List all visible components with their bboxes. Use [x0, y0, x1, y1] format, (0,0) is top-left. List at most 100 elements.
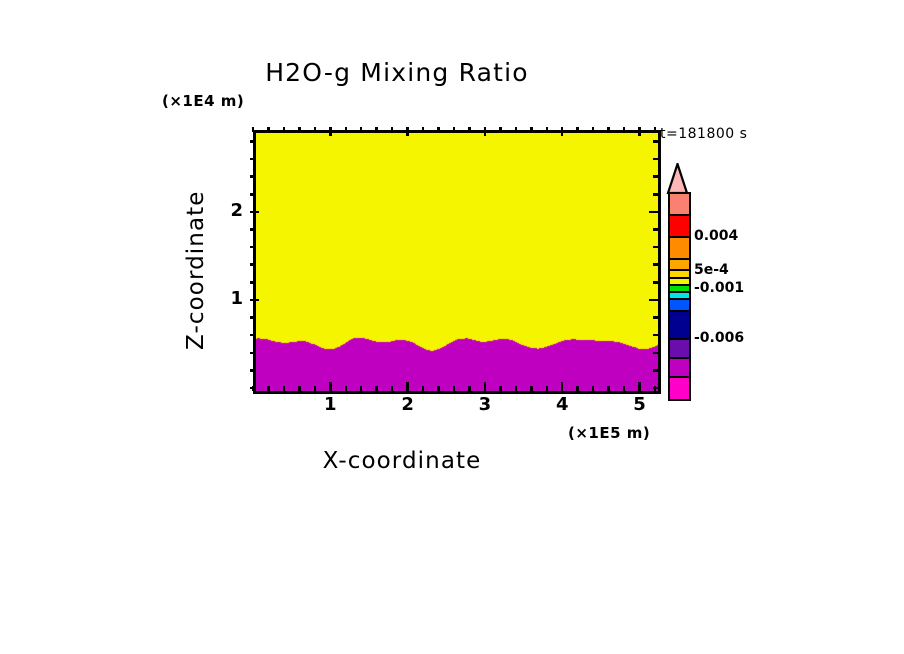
colorbar-band	[670, 271, 689, 279]
x-major-tick-top	[406, 127, 409, 136]
y-minor-tick-right	[653, 386, 658, 390]
x-minor-tick-top	[298, 127, 301, 132]
x-minor-tick	[607, 386, 610, 391]
colorbar-tick-label: -0.006	[694, 330, 745, 346]
x-minor-tick-top	[437, 127, 440, 132]
y-major-tick	[250, 298, 259, 302]
x-minor-tick-top	[313, 127, 317, 132]
colorbar-arrow-cap	[666, 163, 689, 194]
x-minor-tick	[313, 386, 317, 391]
y-minor-tick	[250, 281, 255, 284]
x-minor-tick-top	[622, 127, 626, 132]
y-minor-tick	[250, 333, 255, 337]
x-minor-tick	[437, 386, 440, 391]
x-minor-tick-top	[591, 127, 595, 132]
y-minor-tick	[250, 351, 255, 355]
y-minor-tick-right	[653, 351, 658, 355]
y-minor-tick	[250, 386, 255, 390]
x-tick-label: 1	[324, 394, 337, 415]
x-major-tick-top	[483, 127, 487, 136]
x-minor-tick-top	[607, 127, 610, 132]
timestamp-annotation: t=181800 s	[660, 126, 748, 142]
x-minor-tick-top	[421, 127, 425, 132]
y-minor-tick	[250, 140, 255, 143]
x-major-tick-top	[560, 127, 564, 136]
y-minor-tick-right	[653, 369, 658, 372]
page-title: H2O-g Mixing Ratio	[265, 58, 529, 87]
y-minor-tick-right	[653, 316, 658, 319]
y-axis-unit-label: (×1E4 m)	[162, 92, 245, 110]
y-minor-tick	[250, 157, 255, 161]
x-minor-tick	[344, 386, 348, 391]
x-minor-tick	[390, 386, 394, 391]
x-major-tick	[329, 382, 332, 391]
x-major-tick	[406, 382, 409, 391]
colorbar-band	[670, 260, 689, 271]
y-tick-label: 1	[230, 287, 243, 309]
colorbar-band	[670, 279, 689, 286]
x-minor-tick	[468, 386, 471, 391]
colorbar-band	[670, 286, 689, 293]
y-minor-tick-right	[653, 333, 658, 337]
y-minor-tick-right	[653, 245, 658, 249]
colorbar-band	[670, 378, 689, 399]
y-axis-title: Z-coordinate	[183, 190, 209, 350]
colorbar-band	[670, 293, 689, 300]
plot-area	[253, 130, 661, 394]
y-minor-tick	[250, 263, 255, 266]
x-major-tick	[483, 382, 487, 391]
colorbar-band	[670, 194, 689, 216]
colorbar-band	[670, 359, 689, 378]
x-minor-tick	[622, 386, 626, 391]
x-major-tick	[560, 382, 564, 391]
x-minor-tick	[359, 386, 363, 391]
contour-field-canvas	[256, 133, 658, 391]
x-minor-tick-top	[468, 127, 471, 132]
y-minor-tick	[250, 228, 255, 231]
y-minor-tick-right	[653, 281, 658, 284]
colorbar-band	[670, 238, 689, 260]
x-minor-tick	[514, 386, 518, 391]
colorbar-tick-label: 5e-4	[694, 262, 729, 278]
x-minor-tick-top	[344, 127, 348, 132]
y-minor-tick-right	[653, 193, 658, 196]
y-minor-tick	[250, 369, 255, 372]
x-minor-tick	[576, 386, 579, 391]
x-major-tick	[638, 382, 641, 391]
x-major-tick-top	[638, 127, 641, 136]
x-minor-tick	[545, 386, 549, 391]
x-minor-tick-top	[452, 127, 456, 132]
x-minor-tick	[375, 386, 378, 391]
y-major-tick-right	[649, 298, 658, 302]
y-minor-tick-right	[653, 228, 658, 231]
x-tick-label: 3	[478, 394, 492, 415]
colorbar-band	[670, 216, 689, 238]
x-tick-label: 2	[401, 394, 414, 415]
x-minor-tick-top	[359, 127, 363, 132]
x-minor-tick	[267, 386, 270, 391]
x-minor-tick-top	[390, 127, 394, 132]
x-axis-title: X-coordinate	[322, 448, 482, 474]
colorbar-band	[670, 312, 689, 340]
y-minor-tick	[250, 316, 255, 319]
x-minor-tick	[282, 386, 286, 391]
y-minor-tick-right	[653, 175, 658, 178]
y-minor-tick	[250, 193, 255, 196]
x-minor-tick-top	[375, 127, 378, 132]
x-minor-tick	[591, 386, 595, 391]
x-minor-tick-top	[576, 127, 579, 132]
x-minor-tick	[298, 386, 301, 391]
x-axis-unit-label: (×1E5 m)	[568, 424, 651, 442]
x-tick-label: 4	[555, 394, 569, 415]
x-tick-label: 5	[633, 394, 646, 415]
y-minor-tick-right	[653, 140, 658, 143]
y-minor-tick	[250, 175, 255, 178]
x-minor-tick-top	[251, 127, 255, 132]
x-major-tick-top	[329, 127, 332, 136]
colorbar	[668, 192, 691, 401]
x-minor-tick-top	[514, 127, 518, 132]
x-minor-tick-top	[653, 127, 657, 132]
x-minor-tick	[421, 386, 425, 391]
y-major-tick-right	[649, 210, 658, 214]
